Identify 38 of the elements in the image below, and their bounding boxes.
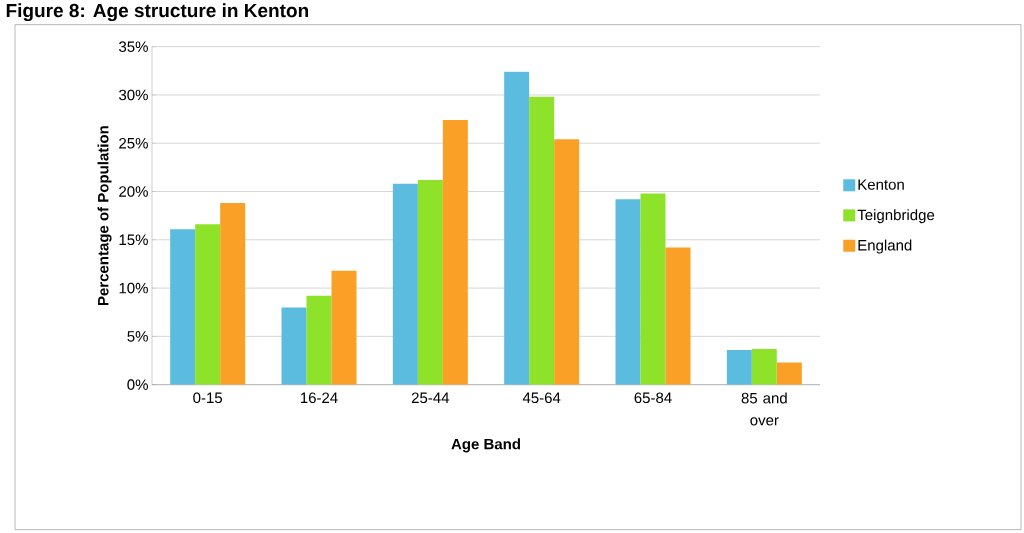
- bar: [615, 199, 641, 385]
- bar: [392, 183, 418, 385]
- chart-title: Figure 8: Age structure in Kenton: [6, 3, 309, 22]
- y-tick-label: 20%: [119, 186, 148, 197]
- x-tick-label: 0-15: [193, 392, 223, 404]
- y-tick-label: 15%: [119, 234, 148, 246]
- y-tick-label: 5%: [127, 331, 148, 342]
- x-tick-label: 25-44: [411, 392, 450, 404]
- bar: [170, 229, 196, 385]
- legend-label: England: [858, 239, 912, 254]
- x-axis-title: Age Band: [451, 438, 520, 453]
- bar: [442, 120, 468, 385]
- y-tick-label: 10%: [119, 282, 148, 294]
- bar: [529, 97, 555, 385]
- x-tick-label: 16-24: [300, 392, 338, 404]
- legend-label: Teignbridge: [857, 209, 935, 224]
- legend-label: Kenton: [858, 179, 904, 191]
- bar: [306, 295, 332, 385]
- bar: [417, 180, 443, 385]
- y-tick-label: 25%: [119, 138, 148, 149]
- bar: [554, 139, 580, 385]
- y-tick-label: 35%: [119, 41, 148, 53]
- bar: [776, 362, 802, 385]
- bar: [331, 270, 357, 385]
- y-axis-title: Percentage of Population: [97, 126, 112, 306]
- bar: [640, 193, 666, 385]
- bar: [504, 71, 530, 385]
- bar: [751, 349, 777, 385]
- bar: [726, 350, 752, 385]
- x-tick-label: 65-84: [634, 392, 672, 404]
- x-tick-label: 85 and over: [741, 392, 787, 426]
- bar: [195, 224, 221, 385]
- y-tick-label: 30%: [119, 89, 148, 101]
- bar: [220, 203, 246, 385]
- x-tick-label: 45-64: [522, 392, 561, 404]
- bar: [281, 307, 307, 385]
- bar: [665, 247, 691, 385]
- y-tick-label: 0%: [127, 379, 148, 391]
